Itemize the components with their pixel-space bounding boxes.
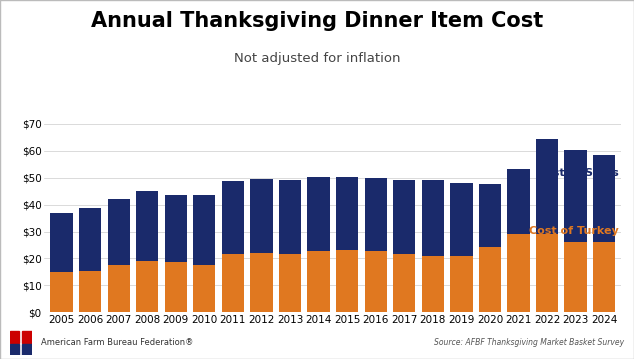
- Text: Source: AFBF Thanksgiving Market Basket Survey: Source: AFBF Thanksgiving Market Basket …: [434, 338, 624, 348]
- Bar: [165, 262, 187, 312]
- Bar: [193, 195, 216, 265]
- Bar: [136, 261, 158, 312]
- Bar: [79, 271, 101, 312]
- Bar: [279, 180, 301, 254]
- Bar: [22, 331, 32, 343]
- Text: Annual Thanksgiving Dinner Item Cost: Annual Thanksgiving Dinner Item Cost: [91, 11, 543, 31]
- Text: American Farm Bureau Federation®: American Farm Bureau Federation®: [41, 338, 193, 348]
- Bar: [479, 247, 501, 312]
- Bar: [50, 213, 73, 272]
- Bar: [593, 242, 616, 312]
- Bar: [10, 331, 20, 343]
- Bar: [307, 177, 330, 251]
- Bar: [336, 177, 358, 250]
- Bar: [50, 272, 73, 312]
- Bar: [365, 178, 387, 251]
- Bar: [507, 234, 529, 312]
- Bar: [536, 139, 558, 234]
- Bar: [422, 181, 444, 256]
- Bar: [279, 254, 301, 312]
- Bar: [365, 251, 387, 312]
- Bar: [108, 265, 130, 312]
- Bar: [393, 180, 415, 254]
- Bar: [222, 181, 244, 254]
- Bar: [250, 253, 273, 312]
- Bar: [393, 254, 415, 312]
- Bar: [22, 344, 32, 355]
- Text: Cost of Turkey: Cost of Turkey: [529, 226, 618, 236]
- Text: Not adjusted for inflation: Not adjusted for inflation: [234, 52, 400, 65]
- Bar: [193, 265, 216, 312]
- Bar: [165, 195, 187, 262]
- Bar: [250, 180, 273, 253]
- Bar: [222, 254, 244, 312]
- Bar: [79, 208, 101, 271]
- Bar: [536, 234, 558, 312]
- Bar: [450, 183, 472, 256]
- Bar: [108, 199, 130, 265]
- Bar: [336, 250, 358, 312]
- Bar: [136, 191, 158, 261]
- Bar: [422, 256, 444, 312]
- Bar: [479, 184, 501, 247]
- Bar: [564, 242, 586, 312]
- Bar: [593, 155, 616, 242]
- Bar: [10, 344, 20, 355]
- Bar: [307, 251, 330, 312]
- Bar: [450, 256, 472, 312]
- Text: Cost of Sides: Cost of Sides: [537, 168, 618, 178]
- Bar: [564, 150, 586, 242]
- Bar: [507, 169, 529, 234]
